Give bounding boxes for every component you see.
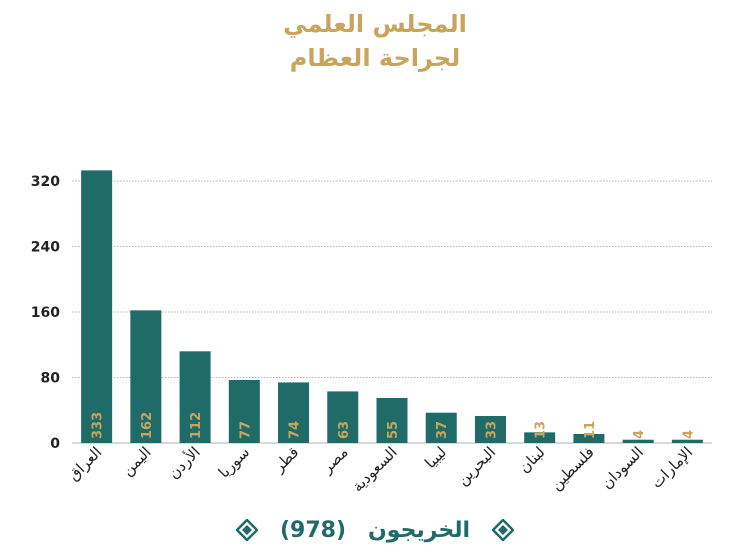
bar (425, 412, 457, 443)
x-tick-label: الإمارات (648, 443, 697, 492)
x-tick-label: فلسطين (547, 443, 598, 494)
bar-value-label: 4 (681, 430, 696, 439)
bar (179, 351, 211, 443)
bar-value-label: 333 (91, 412, 106, 439)
bar-value-label: 74 (288, 421, 303, 439)
x-tick-label: السودان (598, 443, 647, 492)
legend-label: الخريجون (368, 517, 471, 543)
bar (671, 439, 703, 443)
x-tick-label: قطر (269, 443, 302, 476)
bar-value-label: 33 (484, 421, 499, 439)
x-tick-label: السعودية (348, 443, 400, 495)
bar-value-label: 11 (583, 421, 598, 439)
y-tick-label: 320 (31, 174, 60, 190)
bar-value-label: 77 (238, 421, 253, 439)
legend: (978) الخريجون (0, 512, 750, 548)
x-tick-label: الأردن (164, 442, 204, 482)
bar (278, 382, 310, 443)
y-tick-label: 80 (41, 371, 61, 387)
bar-value-label: 13 (534, 421, 549, 439)
x-tick-label: اليمن (118, 443, 154, 479)
bar (524, 432, 556, 443)
x-tick-label: مصر (317, 443, 351, 477)
bar (622, 439, 654, 443)
bar (376, 397, 408, 443)
bar-value-label: 4 (632, 430, 647, 439)
y-tick-label: 160 (31, 305, 60, 321)
bar (327, 391, 359, 443)
bar (573, 433, 605, 443)
y-tick-label: 0 (50, 436, 60, 452)
chart-title-line2: لجراحة العظام (289, 44, 461, 72)
y-tick-label: 240 (31, 240, 60, 256)
legend-total: (978) (279, 517, 347, 543)
diamond-icon (492, 519, 515, 541)
bar-value-label: 63 (337, 421, 352, 439)
x-tick-label: البحرين (453, 443, 499, 489)
x-tick-label: لبنان (515, 443, 548, 476)
bar-value-label: 112 (189, 412, 204, 439)
chart-title-line1: المجلس العلمي (283, 10, 467, 38)
bar-chart: 0 80 160 240 320 333 العراق 162 اليمن 112 الأردن 77… (31, 170, 712, 495)
bar (228, 379, 260, 443)
bar-value-label: 37 (435, 421, 450, 439)
bar (130, 310, 162, 443)
bar-value-label: 55 (386, 421, 401, 439)
diamond-icon (235, 519, 258, 541)
x-tick-label: سوريا (215, 443, 253, 481)
bar (474, 415, 506, 443)
bar-value-label: 162 (140, 412, 155, 439)
bar (81, 170, 113, 443)
x-tick-label: العراق (64, 443, 105, 484)
x-tick-label: ليبيا (421, 443, 450, 472)
